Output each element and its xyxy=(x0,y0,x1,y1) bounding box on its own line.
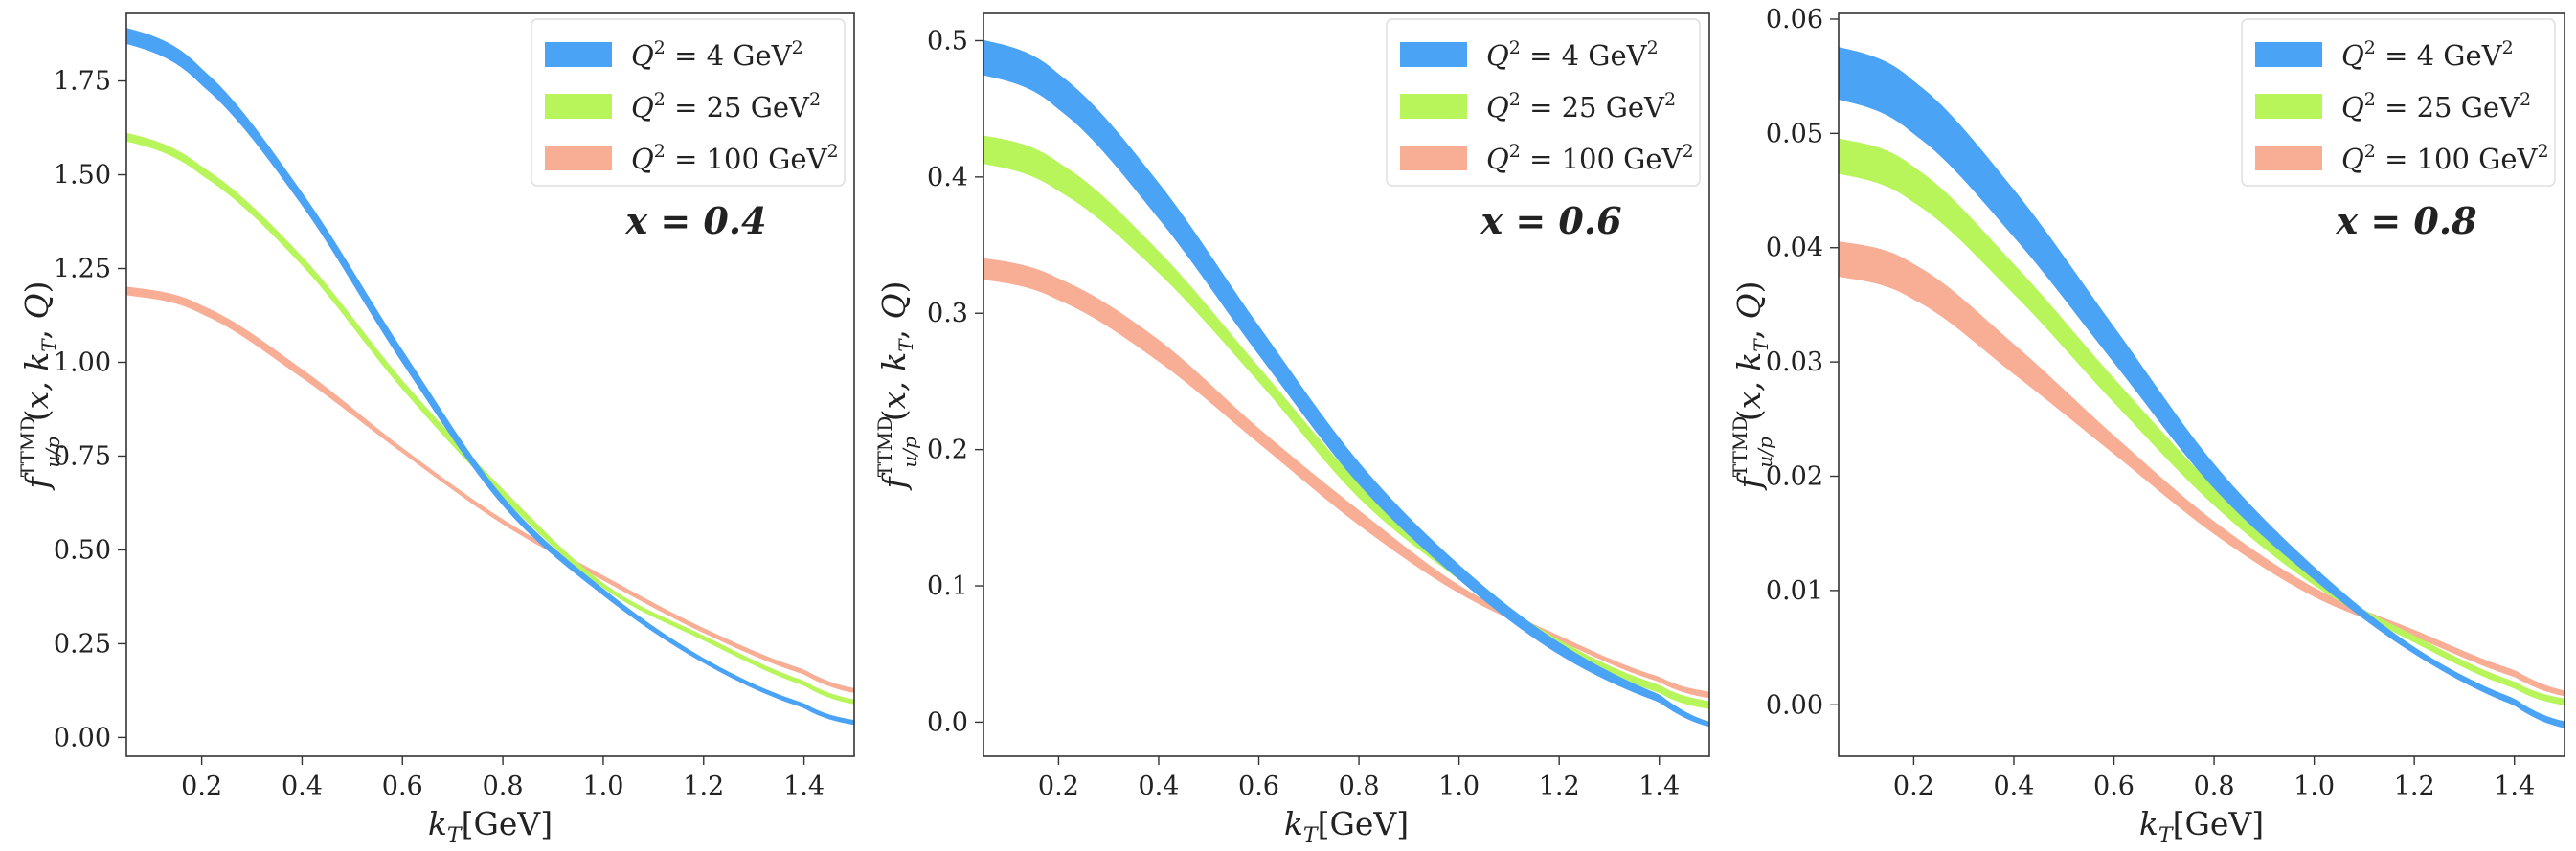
legend-swatch-salmon xyxy=(1400,146,1467,170)
legend: Q2 = 4 GeV2 Q2 = 25 GeV2 Q2 = 100 GeV2 xyxy=(531,18,846,187)
y-axis-label: fTTMD u/p(x, kT, Q) xyxy=(16,281,64,492)
x-tick-label: 0.6 xyxy=(2093,772,2135,801)
legend: Q2 = 4 GeV2 Q2 = 25 GeV2 Q2 = 100 GeV2 xyxy=(1386,18,1701,187)
band-salmon-series-3 xyxy=(126,286,854,693)
legend-swatch-blue xyxy=(2255,42,2322,67)
legend: Q2 = 4 GeV2 Q2 = 25 GeV2 Q2 = 100 GeV2 xyxy=(2241,18,2556,187)
x-tick-label: 0.4 xyxy=(282,772,323,801)
legend-label: Q2 = 4 GeV2 xyxy=(1486,37,1659,72)
plot-frame xyxy=(1838,12,2565,757)
panel-3: 0.2 0.4 0.6 0.8 1.0 1.2 1.4 0.00 0.01 0.02 0.03 0.0… xyxy=(1729,5,2565,848)
x-tick-label: 1.0 xyxy=(582,772,623,801)
y-tick-label: 1.00 xyxy=(54,347,111,377)
y-tick-label: 0.2 xyxy=(927,436,968,465)
panel-2: 0.2 0.4 0.6 0.8 1.0 1.2 1.4 0.0 0.1 0.2 0.3 0.4 0.5 k… xyxy=(873,12,1710,848)
legend-label: Q2 = 100 GeV2 xyxy=(2341,141,2549,175)
y-tick-label: 0.04 xyxy=(1766,234,1823,263)
y-tick-label: 0.00 xyxy=(1766,690,1823,720)
x-axis-label: kT[GeV] xyxy=(428,805,553,848)
x-tick-label: 0.2 xyxy=(1893,772,1934,801)
y-tick-label: 0.50 xyxy=(54,535,111,565)
x-tick-label: 0.8 xyxy=(2194,772,2235,801)
legend-swatch-blue xyxy=(1400,42,1467,67)
x-tick-label: 0.4 xyxy=(1993,772,2034,801)
x-tick-label: 1.4 xyxy=(1638,772,1680,801)
band-blue-series-1 xyxy=(1839,47,2565,728)
x-tick-label: 1.0 xyxy=(1438,772,1480,801)
legend-label: Q2 = 25 GeV2 xyxy=(1486,89,1676,123)
x-tick-label: 1.4 xyxy=(2494,772,2535,801)
legend-label: Q2 = 25 GeV2 xyxy=(2341,89,2531,123)
y-tick-label: 0.05 xyxy=(1766,119,1823,148)
plot-frame xyxy=(125,12,855,757)
legend-label: Q2 = 100 GeV2 xyxy=(1486,141,1694,175)
y-tick-label: 0.1 xyxy=(927,571,968,601)
band-green-series-2 xyxy=(1839,138,2565,705)
x-tick-label: 0.6 xyxy=(382,772,423,801)
y-axis-label: fTTMD u/p(x, kT, Q) xyxy=(873,281,921,492)
x-tick-label: 1.2 xyxy=(2394,772,2435,801)
x-axis-label: kT[GeV] xyxy=(1284,805,1409,848)
legend-swatch-blue xyxy=(545,42,612,67)
legend-swatch-green xyxy=(545,94,612,119)
plot-frame xyxy=(983,12,1710,757)
x-axis-label: kT[GeV] xyxy=(2139,805,2264,848)
legend-label: Q2 = 25 GeV2 xyxy=(631,89,821,123)
x-tick-label: 0.4 xyxy=(1138,772,1179,801)
x-tick-label: 1.4 xyxy=(783,772,825,801)
y-tick-label: 1.25 xyxy=(54,255,111,284)
y-tick-label: 0.01 xyxy=(1766,576,1823,606)
y-tick-label: 1.50 xyxy=(54,161,111,190)
y-tick-label: 0.0 xyxy=(927,707,968,737)
y-tick-label: 0.4 xyxy=(927,163,968,192)
bands xyxy=(1839,47,2565,728)
x-tick-label: 0.2 xyxy=(181,772,222,801)
legend-label: Q2 = 4 GeV2 xyxy=(2341,37,2514,72)
y-tick-label: 0.3 xyxy=(927,299,968,328)
band-blue-series-1 xyxy=(126,28,854,726)
panel-annotation: x = 0.6 xyxy=(1480,199,1621,242)
x-tick-label: 0.2 xyxy=(1038,772,1079,801)
legend-swatch-green xyxy=(1400,94,1467,119)
legend-swatch-salmon xyxy=(2255,146,2322,170)
bands xyxy=(983,39,1709,728)
y-tick-label: 0.06 xyxy=(1766,5,1823,34)
y-tick-label: 1.75 xyxy=(54,67,111,97)
x-tick-label: 1.2 xyxy=(1539,772,1580,801)
band-blue-series-1 xyxy=(983,39,1709,728)
panel-annotation: x = 0.8 xyxy=(2335,199,2476,242)
band-green-series-2 xyxy=(126,132,854,705)
band-green-series-2 xyxy=(983,135,1709,709)
x-tick-label: 0.6 xyxy=(1238,772,1279,801)
y-tick-label: 0.5 xyxy=(927,26,968,56)
x-tick-label: 1.0 xyxy=(2294,772,2335,801)
x-tick-label: 1.2 xyxy=(683,772,724,801)
x-tick-label: 0.8 xyxy=(483,772,524,801)
band-salmon-series-3 xyxy=(1839,241,2565,697)
legend-label: Q2 = 100 GeV2 xyxy=(631,141,839,175)
panel-annotation: x = 0.4 xyxy=(624,199,766,242)
x-tick-label: 0.8 xyxy=(1339,772,1380,801)
y-tick-label: 0.25 xyxy=(54,629,111,659)
y-tick-label: 0.75 xyxy=(54,441,111,471)
band-salmon-series-3 xyxy=(983,258,1709,699)
legend-swatch-salmon xyxy=(545,146,612,170)
legend-swatch-green xyxy=(2255,94,2322,119)
legend-label: Q2 = 4 GeV2 xyxy=(631,37,803,72)
panel-1: 0.2 0.4 0.6 0.8 1.0 1.2 1.4 0.00 0.25 0.50 0.75 1.0… xyxy=(16,12,855,848)
y-axis-label: fTTMD u/p(x, kT, Q) xyxy=(1729,281,1776,492)
y-tick-label: 0.02 xyxy=(1766,462,1823,492)
y-tick-label: 0.03 xyxy=(1766,347,1823,377)
bands xyxy=(126,28,854,726)
y-tick-label: 0.00 xyxy=(54,723,111,752)
